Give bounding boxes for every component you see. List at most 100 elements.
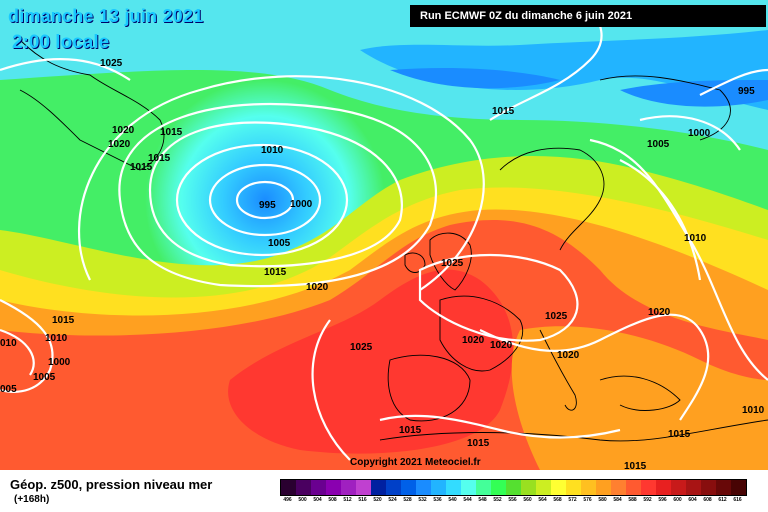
legend-swatch (311, 480, 326, 495)
coast-north-africa (379, 419, 768, 442)
legend-swatch (506, 480, 521, 495)
coast-greece (599, 375, 681, 411)
isobar-label: 1015 (467, 438, 490, 449)
legend-swatch (656, 480, 671, 495)
coast-greenland (19, 39, 165, 171)
legend-swatch (716, 480, 731, 495)
map-footer: Géop. z500, pression niveau mer (+168h) … (0, 470, 768, 512)
legend-swatch (596, 480, 611, 495)
legend-swatch (341, 480, 356, 495)
isobar-1010-west (0, 328, 35, 376)
field-title: Géop. z500, pression niveau mer (10, 477, 213, 492)
legend-tick-label: 512 (343, 497, 352, 503)
isobar-label: 1020 (557, 350, 580, 361)
color-scale-legend (280, 479, 747, 496)
isobar-label: 1020 (306, 282, 329, 293)
lead-time: (+168h) (14, 494, 50, 505)
isobar-label: 1015 (399, 425, 422, 436)
isobar-label: 1010 (742, 405, 765, 416)
coast-italy (539, 329, 577, 411)
legend-swatch (581, 480, 596, 495)
isobar-1015-south (379, 414, 621, 439)
isobar-1010 (148, 121, 403, 268)
isobar-label: 1000 (688, 128, 711, 139)
isobar-1025-west (311, 319, 351, 461)
isobar-1015 (118, 102, 438, 288)
legend-tick-label: 600 (673, 497, 682, 503)
legend-swatch (461, 480, 476, 495)
legend-swatch (371, 480, 386, 495)
legend-tick-label: 608 (703, 497, 712, 503)
legend-swatch (281, 480, 296, 495)
legend-tick-label: 552 (493, 497, 502, 503)
legend-tick-label: 588 (628, 497, 637, 503)
isobar-label: 1025 (100, 58, 123, 69)
isobar-1015-west (0, 299, 54, 393)
legend-swatch (611, 480, 626, 495)
legend-swatch (416, 480, 431, 495)
isobars (0, 9, 768, 461)
isobar-label: 1025 (350, 342, 373, 353)
coast-ireland (404, 252, 426, 273)
isobar-label: 1025 (545, 311, 568, 322)
legend-swatch (491, 480, 506, 495)
legend-swatch (356, 480, 371, 495)
legend-tick-label: 576 (583, 497, 592, 503)
color-scale-ticks: 496 500 504 508 512 516 520 524 528 532 536 540 544 5… (280, 497, 745, 503)
isobar-label: 1015 (264, 267, 287, 278)
model-run-banner: Run ECMWF 0Z du dimanche 6 juin 2021 (410, 5, 766, 27)
legend-tick-label: 528 (403, 497, 412, 503)
isobar-label: 010 (0, 338, 17, 349)
legend-swatch (641, 480, 656, 495)
isobar-label: 1015 (130, 162, 153, 173)
isobar-label: 1015 (148, 153, 171, 164)
field-orange-east (511, 326, 768, 470)
legend-tick-label: 596 (658, 497, 667, 503)
geopotential-field (0, 0, 768, 470)
coast-france (439, 295, 524, 372)
isobar-1020 (77, 75, 485, 291)
legend-tick-label: 572 (568, 497, 577, 503)
legend-swatch (731, 480, 746, 495)
isobar-label: 1025 (441, 258, 464, 269)
legend-swatch (386, 480, 401, 495)
isobar-label: 1005 (33, 372, 56, 383)
forecast-date: dimanche 13 juin 2021 (8, 6, 204, 26)
legend-tick-label: 500 (298, 497, 307, 503)
legend-tick-label: 548 (478, 497, 487, 503)
coast-iberia (387, 354, 471, 422)
legend-swatch (671, 480, 686, 495)
isobar-label: 1020 (490, 340, 513, 351)
legend-tick-label: 568 (553, 497, 562, 503)
legend-swatch (446, 480, 461, 495)
legend-swatch (626, 480, 641, 495)
isobar-label: 1015 (160, 127, 183, 138)
legend-swatch (326, 480, 341, 495)
legend-tick-label: 516 (358, 497, 367, 503)
legend-tick-label: 496 (283, 497, 292, 503)
legend-tick-label: 584 (613, 497, 622, 503)
isobar-label: 1020 (108, 139, 131, 150)
isobar-995-east (699, 68, 768, 96)
legend-swatch (551, 480, 566, 495)
isobar-1005-east (619, 159, 702, 281)
isobar-label: 1020 (462, 335, 485, 346)
isobar-995 (235, 180, 295, 220)
legend-tick-label: 560 (523, 497, 532, 503)
legend-tick-label: 544 (463, 497, 472, 503)
legend-tick-label: 536 (433, 497, 442, 503)
isobar-label: 1015 (492, 106, 515, 117)
legend-swatch (686, 480, 701, 495)
coast-scandinavia (499, 147, 605, 251)
forecast-time: 2:00 locale (12, 32, 110, 53)
legend-tick-label: 532 (418, 497, 427, 503)
legend-tick-label: 616 (733, 497, 742, 503)
isobar-1000-east (639, 115, 741, 151)
isobar-label: 1015 (52, 315, 75, 326)
legend-swatch (566, 480, 581, 495)
isobar-label: 995 (738, 86, 755, 97)
copyright-notice: Copyright 2021 Meteociel.fr (350, 457, 481, 468)
legend-swatch (296, 480, 311, 495)
coastlines (19, 39, 768, 442)
legend-tick-label: 520 (373, 497, 382, 503)
